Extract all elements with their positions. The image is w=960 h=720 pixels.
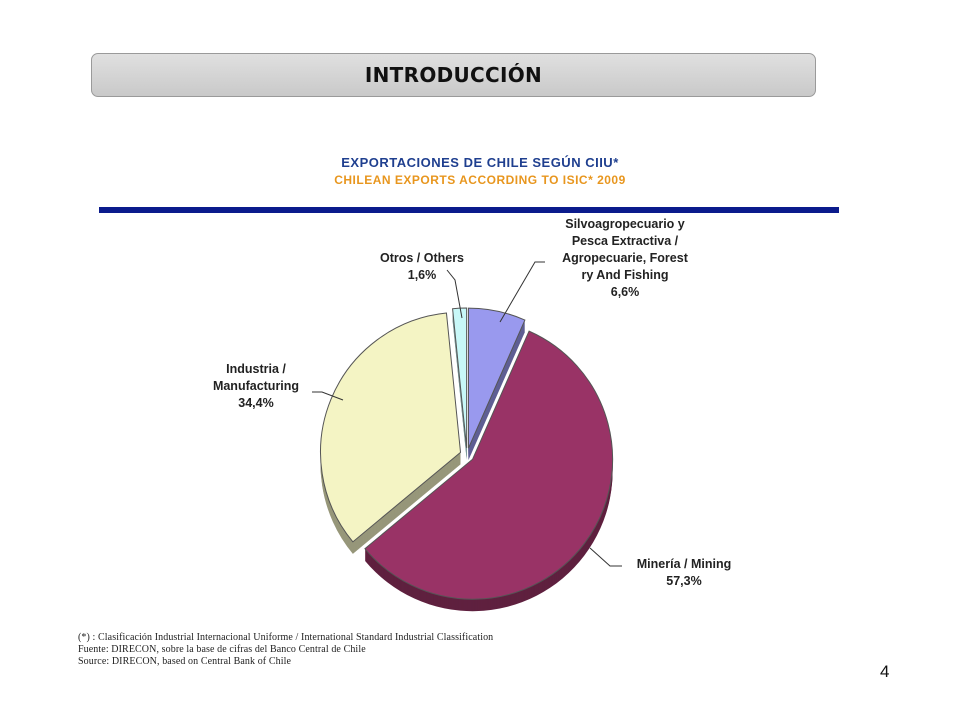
slice-2-leader-line [589,547,622,567]
footnote-source-en: Source: DIRECON, based on Central Bank o… [78,656,291,667]
slice-3-value-label: 34,4% [238,396,273,410]
slice-3-leader-line [312,391,344,401]
slice-4-value-label: 1,6% [408,268,437,282]
slice-3-label-line: Industria / [226,362,286,376]
slice-2-value-label: 57,3% [666,574,701,588]
section-header: INTRODUCCIÓN [91,53,816,97]
slice-1-label-line: ry And Fishing [581,268,668,282]
slice-2-label: Minería / Mining 57,3% [637,557,731,588]
chart-subtitle: CHILEAN EXPORTS ACCORDING TO ISIC* 2009 [334,173,626,187]
title-divider [99,207,839,213]
slice-3 [320,312,462,543]
slice-1-label-line: Pesca Extractiva / [572,234,679,248]
slice-4-leader-line [446,269,463,319]
pie-labels: Silvoagropecuario y Pesca Extractiva / Agr… [213,217,731,588]
pie-leader-lines [312,261,622,567]
slice-4-label: Otros / Others 1,6% [380,251,464,282]
footnotes: (*) : Clasificación Industrial Internaci… [78,632,493,668]
slice-2-label-line: Minería / Mining [637,557,731,571]
footnote-definition: (*) : Clasificación Industrial Internaci… [78,632,494,643]
slice-1-label-line: Agropecuarie, Forest [562,251,689,265]
slice-4 [452,307,468,449]
chart-title: EXPORTACIONES DE CHILE SEGÚN CIIU* [341,155,619,170]
slice-1-label-line: Silvoagropecuario y [565,217,685,231]
pie-slices [320,307,614,600]
slice-1-label: Silvoagropecuario y Pesca Extractiva / Agr… [562,217,689,299]
slice-3-label: Industria / Manufacturing 34,4% [213,362,299,410]
slice-1 [467,307,526,449]
slice-1-leader-line [499,261,545,323]
slice-4-label-line: Otros / Others [380,251,464,265]
slice-2 [364,330,614,600]
slice-1-value-label: 6,6% [611,285,640,299]
section-title: INTRODUCCIÓN [364,63,543,87]
footnote-source-es: Fuente: DIRECON, sobre la base de cifras… [78,644,366,655]
page-number: 4 [880,662,890,681]
slice-3-label-line: Manufacturing [213,379,299,393]
